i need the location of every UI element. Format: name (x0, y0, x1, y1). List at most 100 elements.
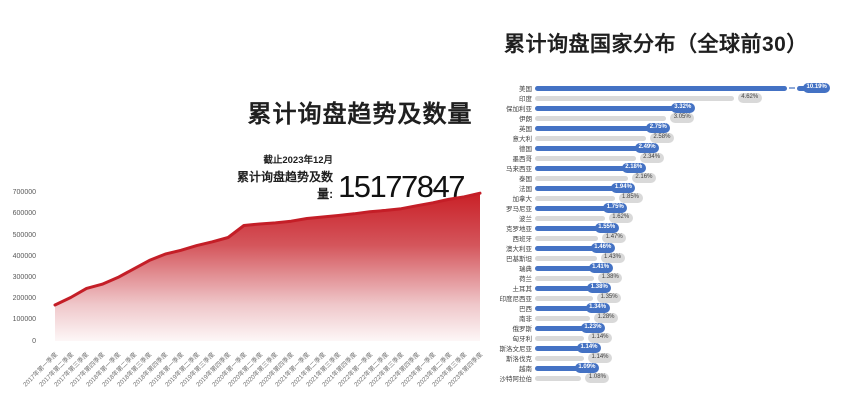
country-bar-row: 克罗地亚 1.55% (498, 223, 852, 233)
bar-track: 1.14% (535, 353, 852, 363)
y-axis-tick: 600000 (12, 210, 36, 218)
country-bar-row: 印度尼西亚 1.35% (498, 293, 852, 303)
bar-track: 1.14% (535, 333, 852, 343)
bar (535, 365, 582, 371)
bar (535, 375, 582, 381)
bar-track: 3.32% (535, 103, 852, 113)
bar-track: 1.35% (535, 293, 852, 303)
country-bar-row: 加拿大 1.85% (498, 193, 852, 203)
bar-track: 2.58% (535, 133, 852, 143)
value-badge: 1.46% (590, 243, 615, 253)
bar-track: 1.14% (535, 343, 852, 353)
value-badge: 2.18% (621, 163, 646, 173)
country-bar-row: 泰国 2.16% (498, 173, 852, 183)
country-label: 加拿大 (512, 196, 533, 203)
country-label: 匈牙利 (512, 336, 533, 343)
country-bar-row: 俄罗斯 1.23% (498, 323, 852, 333)
bar (535, 105, 678, 111)
trend-area-chart (53, 191, 482, 341)
bar (535, 125, 654, 131)
bar (535, 345, 584, 351)
y-axis-tick: 200000 (12, 295, 36, 303)
y-axis-tick: 100000 (12, 316, 36, 324)
value-badge: 1.28% (594, 313, 619, 323)
bar-track: 1.47% (535, 233, 852, 243)
country-label: 波兰 (519, 216, 532, 223)
country-bar-row: 沙特阿拉伯 1.08% (498, 373, 852, 383)
country-label: 克罗地亚 (506, 226, 532, 233)
country-bar-row: 瑞典 1.41% (498, 263, 852, 273)
bar-track: 1.09% (535, 363, 852, 373)
country-label: 意大利 (512, 136, 533, 143)
total-inquiries-label: 累计询盘趋势及数量: (237, 170, 334, 201)
country-bar-row: 保加利亚 3.32% (498, 103, 852, 113)
total-inquiries-captions: 截止2023年12月 累计询盘趋势及数量: (228, 152, 333, 202)
bar (535, 175, 628, 181)
trend-chart-title: 累计询盘趋势及数量 (247, 101, 473, 128)
value-badge: 3.05% (670, 113, 695, 123)
country-bar-row: 英国 2.75% (498, 123, 852, 133)
bar-track: 1.08% (535, 373, 852, 383)
value-badge: 2.58% (649, 133, 674, 143)
bar (535, 285, 595, 291)
bar (535, 255, 597, 261)
country-label: 泰国 (519, 176, 532, 183)
value-badge: 1.09% (574, 363, 599, 373)
value-badge: 2.49% (635, 143, 660, 153)
bar (535, 305, 593, 311)
country-label: 法国 (519, 186, 532, 193)
value-badge: 1.62% (608, 213, 633, 223)
value-badge: 1.43% (600, 253, 625, 263)
bar (535, 95, 734, 101)
country-bar-row: 法国 1.94% (498, 183, 852, 193)
value-badge: 1.85% (618, 193, 643, 203)
trend-x-axis: 2017年第一季度 2017年第二季度 2017年第三季度 2017年第四季度 2018… (22, 351, 500, 410)
value-badge: 1.75% (603, 203, 628, 213)
bar (535, 135, 646, 141)
country-bar-row: 土耳其 1.38% (498, 283, 852, 293)
area-top-line (53, 191, 482, 307)
bar-track: 2.75% (535, 123, 852, 133)
bar-track: 3.05% (535, 113, 852, 123)
value-badge: 3.32% (670, 103, 695, 113)
bar (535, 295, 594, 301)
country-label: 澳大利亚 (506, 246, 532, 253)
trend-y-axis: 0 100000 200000 300000 400000 500000 600000 700… (0, 178, 38, 350)
value-badge: 1.08% (585, 373, 610, 383)
country-bar-row: 罗马尼亚 1.75% (498, 203, 852, 213)
value-badge: 10.19% (803, 83, 831, 93)
country-chart-title: 累计询盘国家分布（全球前30） (504, 33, 808, 56)
value-badge: 1.38% (587, 283, 612, 293)
bar-track: 1.43% (535, 253, 852, 263)
value-badge: 1.23% (580, 323, 605, 333)
bar (535, 85, 787, 91)
country-label: 西班牙 (512, 236, 533, 243)
country-bar-row: 澳大利亚 1.46% (498, 243, 852, 253)
bar-track: 10.19% (535, 83, 852, 93)
country-bar-row: 波兰 1.62% (498, 213, 852, 223)
country-bar-row: 巴基斯坦 1.43% (498, 253, 852, 263)
bar-track: 1.28% (535, 313, 852, 323)
country-bar-row: 伊朗 3.05% (498, 113, 852, 123)
country-label: 罗马尼亚 (506, 206, 532, 213)
bar-track: 1.85% (535, 193, 852, 203)
total-inquiries-value: 15177847 (338, 169, 465, 205)
bar-track: 1.23% (535, 323, 852, 333)
country-bar-row: 巴西 1.34% (498, 303, 852, 313)
country-bar-row: 美国 10.19% (498, 83, 852, 93)
country-label: 越南 (519, 366, 532, 373)
bar-track: 1.62% (535, 213, 852, 223)
value-badge: 2.34% (639, 153, 664, 163)
country-label: 印度 (519, 96, 532, 103)
country-label: 德国 (519, 146, 532, 153)
bar-track: 4.62% (535, 93, 852, 103)
country-bar-row: 斯洛伐克 1.14% (498, 353, 852, 363)
value-badge: 1.35% (597, 293, 622, 303)
value-badge: 2.75% (646, 123, 671, 133)
bar (535, 145, 643, 151)
value-badge: 2.16% (631, 173, 656, 183)
country-label: 南非 (519, 316, 532, 323)
value-badge: 1.47% (602, 233, 627, 243)
value-badge: 1.14% (588, 333, 613, 343)
